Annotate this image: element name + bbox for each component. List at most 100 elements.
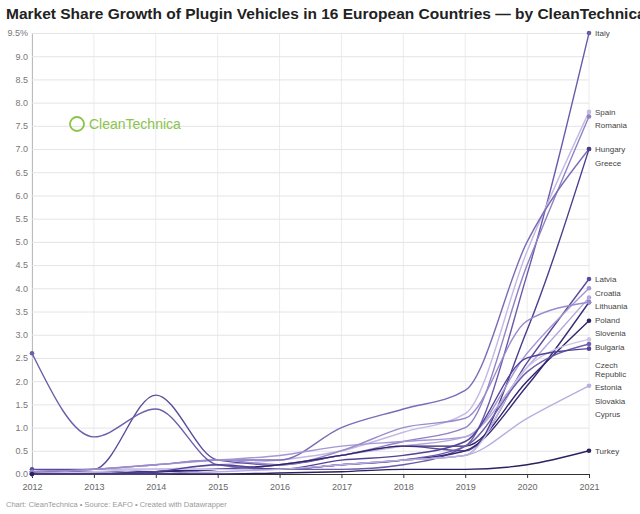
x-tick: 2013 bbox=[84, 474, 104, 492]
marker bbox=[587, 342, 592, 347]
tick-mark bbox=[589, 474, 590, 478]
y-tick-label: 1.0 bbox=[15, 423, 28, 433]
y-tick: 1.0 bbox=[15, 423, 589, 433]
series-labels: ItalySpainRomaniaHungaryGreeceLatviaCroa… bbox=[595, 29, 628, 456]
y-tick: 0.5 bbox=[15, 446, 589, 456]
y-tick: 8.0 bbox=[15, 98, 589, 108]
marker bbox=[587, 448, 592, 453]
marker bbox=[30, 472, 35, 477]
y-tick-label: 6.5 bbox=[15, 168, 28, 178]
x-tick: 2017 bbox=[332, 474, 352, 492]
grid-line bbox=[341, 33, 342, 474]
marker bbox=[30, 351, 35, 356]
y-tick: 5.0 bbox=[15, 237, 589, 247]
x-tick: 2016 bbox=[270, 474, 290, 492]
series-label: Spain bbox=[595, 108, 615, 117]
series-line bbox=[32, 451, 589, 474]
x-tick: 2021 bbox=[579, 474, 599, 492]
plot bbox=[30, 31, 592, 477]
y-tick: 8.5 bbox=[15, 75, 589, 85]
title: Market Share Growth of Plugin Vehicles i… bbox=[6, 5, 640, 22]
y-tick: 5.5 bbox=[15, 214, 589, 224]
y-tick-label: 7.0 bbox=[15, 144, 28, 154]
y-tick-label: 4.5 bbox=[15, 260, 28, 270]
marker bbox=[30, 472, 35, 477]
y-tick-label: 5.0 bbox=[15, 237, 28, 247]
series-label: CzechRepublic bbox=[595, 361, 626, 379]
x-tick-label: 2020 bbox=[518, 482, 538, 492]
y-tick: 7.0 bbox=[15, 144, 589, 154]
y-tick: 3.5 bbox=[15, 307, 589, 317]
marker bbox=[587, 31, 592, 36]
marker bbox=[587, 384, 592, 389]
grid-line bbox=[32, 149, 589, 150]
y-tick: 6.0 bbox=[15, 191, 589, 201]
marker bbox=[587, 286, 592, 291]
series-line bbox=[32, 321, 589, 474]
marker bbox=[587, 337, 592, 342]
x-axis: 2012 2013 2014 2015 2016 2017 2018 2019 2020 2021 bbox=[22, 474, 599, 492]
marker bbox=[30, 472, 35, 477]
grid-line bbox=[32, 172, 589, 173]
y-tick-label: 7.5 bbox=[15, 121, 28, 131]
y-tick-label: 6.0 bbox=[15, 191, 28, 201]
x-tick: 2014 bbox=[146, 474, 166, 492]
y-tick-label: 3.5 bbox=[15, 307, 28, 317]
marker bbox=[587, 110, 592, 115]
y-tick: 6.5 bbox=[15, 168, 589, 178]
marker bbox=[30, 472, 35, 477]
x-tick-label: 2013 bbox=[84, 482, 104, 492]
grid-line bbox=[403, 33, 404, 474]
x-tick-label: 2015 bbox=[208, 482, 228, 492]
grid-line bbox=[32, 219, 589, 220]
series-label: Bulgaria bbox=[595, 343, 625, 352]
grid-line bbox=[32, 56, 589, 57]
grid-line bbox=[32, 265, 589, 266]
x-tick-label: 2019 bbox=[456, 482, 476, 492]
series-label: Estonia bbox=[595, 383, 622, 392]
marker bbox=[587, 114, 592, 119]
x-tick: 2019 bbox=[456, 474, 476, 492]
grid-line bbox=[32, 33, 589, 34]
grid-line bbox=[589, 33, 590, 474]
grid-line bbox=[32, 335, 589, 336]
grid-line bbox=[32, 288, 589, 289]
tick-mark bbox=[341, 474, 342, 478]
series-line bbox=[32, 339, 589, 474]
tick-mark bbox=[280, 474, 281, 478]
series-line bbox=[32, 298, 589, 474]
marker bbox=[587, 277, 592, 282]
x-tick-label: 2018 bbox=[394, 482, 414, 492]
series-line bbox=[32, 279, 589, 469]
x-tick-label: 2012 bbox=[22, 482, 42, 492]
x-axis-line bbox=[33, 475, 590, 479]
y-axis: 0.00.51.01.52.02.53.03.54.04.55.05.56.06… bbox=[7, 28, 589, 479]
marker bbox=[587, 300, 592, 305]
series-label: Lithuania bbox=[595, 302, 628, 311]
grid-line bbox=[32, 404, 589, 405]
series-label: Greece bbox=[595, 159, 622, 168]
marker bbox=[587, 346, 592, 351]
series-label: Croatia bbox=[595, 289, 621, 298]
marker bbox=[587, 319, 592, 324]
series-label: Italy bbox=[595, 29, 610, 38]
marker bbox=[587, 295, 592, 300]
marker bbox=[30, 472, 35, 477]
series-line bbox=[32, 288, 589, 474]
marker bbox=[587, 147, 592, 152]
series-label: Hungary bbox=[595, 145, 625, 154]
source: Chart: CleanTechnica • Source: EAFO • Cr… bbox=[6, 500, 227, 509]
grid-line bbox=[32, 358, 589, 359]
series-line bbox=[32, 33, 589, 472]
x-tick-label: 2017 bbox=[332, 482, 352, 492]
y-tick-label: 9.0 bbox=[15, 52, 28, 62]
series-label: Slovakia bbox=[595, 397, 626, 406]
series-line bbox=[32, 386, 589, 474]
grid-line bbox=[217, 33, 218, 474]
logo: CleanTechnica bbox=[70, 116, 181, 132]
series-line bbox=[32, 149, 589, 472]
y-tick-label: 4.0 bbox=[15, 284, 28, 294]
grid-line bbox=[32, 242, 589, 243]
marker bbox=[30, 472, 35, 477]
series-line bbox=[32, 344, 589, 469]
